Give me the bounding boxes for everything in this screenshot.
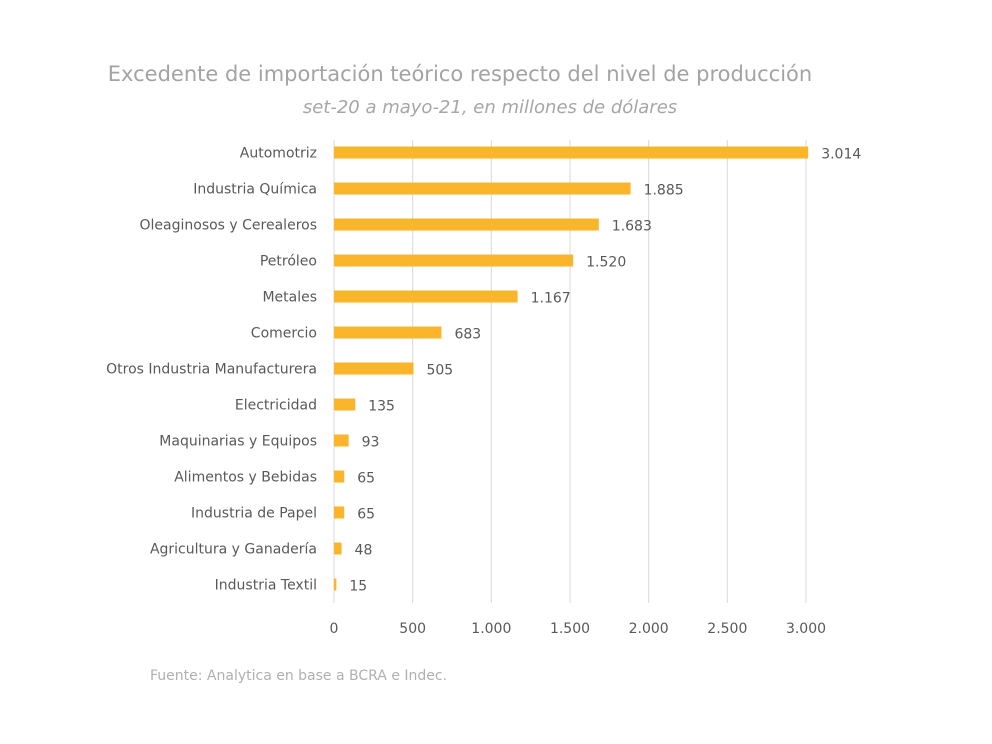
- source-note: Fuente: Analytica en base a BCRA e Indec…: [150, 668, 448, 684]
- value-labels: 3.014 1.885 1.683 1.520 1.167 683 505 135 93 65 65…: [349, 147, 861, 595]
- category-labels: Automotriz Industria Química Oleaginosos y…: [106, 146, 317, 594]
- category-label: Electricidad: [235, 398, 317, 414]
- x-tick-label: 1.500: [550, 621, 590, 637]
- value-label: 683: [454, 327, 481, 343]
- value-label: 93: [362, 435, 380, 451]
- value-label: 65: [357, 507, 375, 523]
- category-label: Agricultura y Ganadería: [150, 542, 317, 558]
- x-tick-label: 2.500: [707, 621, 747, 637]
- chart-title: Excedente de importación teórico respect…: [107, 62, 813, 86]
- bar: [334, 218, 599, 231]
- value-label: 15: [349, 579, 367, 595]
- value-label: 505: [426, 363, 453, 379]
- bar: [334, 434, 349, 447]
- x-tick-label: 3.000: [786, 621, 826, 637]
- category-label: Comercio: [251, 326, 317, 342]
- category-label: Automotriz: [240, 146, 317, 162]
- value-label: 1.683: [612, 219, 652, 235]
- bar: [334, 398, 356, 411]
- bar: [334, 326, 442, 339]
- category-label: Alimentos y Bebidas: [174, 470, 317, 486]
- category-label: Industria Química: [193, 182, 317, 198]
- bar: [334, 506, 345, 519]
- category-label: Petróleo: [260, 254, 317, 270]
- value-label: 135: [368, 399, 395, 415]
- bar: [334, 146, 809, 159]
- category-label: Otros Industria Manufacturera: [106, 362, 317, 378]
- x-tick-label: 500: [399, 621, 426, 637]
- x-tick-label: 2.000: [629, 621, 669, 637]
- value-label: 65: [357, 471, 375, 487]
- value-label: 1.167: [531, 291, 571, 307]
- value-label: 3.014: [821, 147, 861, 163]
- x-tick-label: 1.000: [471, 621, 511, 637]
- value-label: 1.520: [586, 255, 626, 271]
- category-label: Oleaginosos y Cerealeros: [140, 218, 318, 234]
- bar: [334, 578, 337, 591]
- bar: [334, 290, 518, 303]
- bar: [334, 470, 345, 483]
- category-label: Industria de Papel: [191, 506, 317, 522]
- bars: [334, 146, 809, 591]
- bar: [334, 254, 574, 267]
- x-tick-label: 0: [330, 621, 339, 637]
- bar: [334, 362, 414, 375]
- category-label: Metales: [262, 290, 317, 306]
- category-label: Maquinarias y Equipos: [159, 434, 317, 450]
- value-label: 48: [355, 543, 373, 559]
- value-label: 1.885: [644, 183, 684, 199]
- bar: [334, 542, 342, 555]
- bar: [334, 182, 631, 195]
- x-axis-tick-labels: 0 500 1.000 1.500 2.000 2.500 3.000: [330, 621, 827, 637]
- chart-subtitle: set-20 a mayo-21, en millones de dólares: [302, 97, 678, 118]
- category-label: Industria Textil: [215, 578, 317, 594]
